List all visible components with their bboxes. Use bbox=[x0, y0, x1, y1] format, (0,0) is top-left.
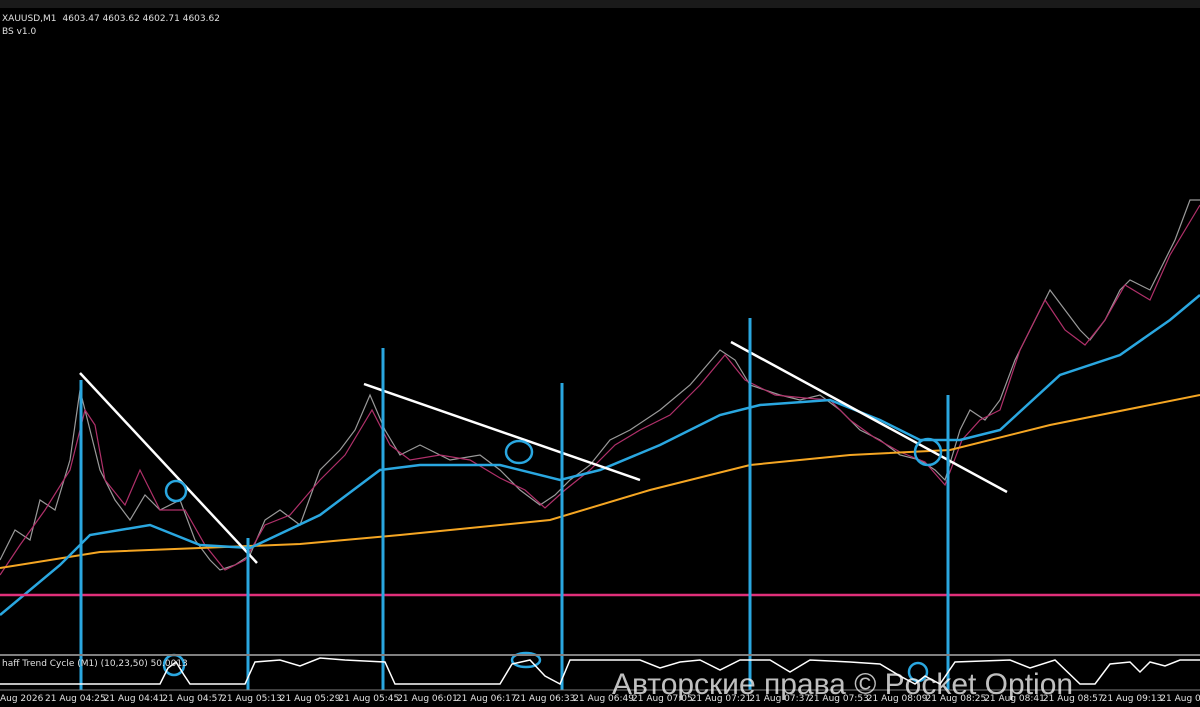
circle-marker bbox=[510, 651, 542, 669]
trend-lines bbox=[79, 340, 1008, 564]
symbol-label: XAUUSD,M1 4603.47 4603.62 4602.71 4603.62 bbox=[2, 14, 220, 24]
indicator-label: BS v1.0 bbox=[2, 27, 37, 37]
time-label: 21 Aug 06:33 bbox=[515, 694, 576, 704]
subwindow-label: haff Trend Cycle (M1) (10,23,50) 50.0013 bbox=[2, 659, 188, 669]
trend-line bbox=[363, 382, 641, 482]
ohlc: 4603.47 4603.62 4602.71 4603.62 bbox=[63, 14, 220, 24]
time-label: 21 Aug 04:25 bbox=[45, 694, 106, 704]
time-label: 21 Aug 05:29 bbox=[280, 694, 341, 704]
time-label: 21 Aug 04:41 bbox=[104, 694, 165, 704]
time-label: 21 Aug 06:01 bbox=[397, 694, 458, 704]
time-label: 21 Aug 08:57 bbox=[1043, 694, 1104, 704]
watermark: Авторские права © Pocket Option bbox=[612, 668, 1073, 701]
time-label: 21 Aug 09 bbox=[1160, 694, 1200, 704]
time-label: 21 Aug 07:05 bbox=[632, 694, 693, 704]
time-label: 21 Aug 05:13 bbox=[221, 694, 282, 704]
time-label: 21 Aug 07:21 bbox=[691, 694, 752, 704]
circle-marker bbox=[164, 479, 188, 503]
time-label: 21 Aug 06:49 bbox=[573, 694, 634, 704]
time-label: 21 Aug 05:45 bbox=[339, 694, 400, 704]
circle-marker bbox=[504, 439, 534, 465]
trend-line bbox=[79, 372, 258, 564]
time-label: 21 Aug 08:09 bbox=[867, 694, 928, 704]
time-label: 21 Aug 06:17 bbox=[456, 694, 517, 704]
mid-ma bbox=[0, 294, 1200, 616]
fast-ma bbox=[0, 204, 1200, 576]
trend-line bbox=[730, 340, 1008, 494]
time-label: 21 Aug 07:37 bbox=[749, 694, 810, 704]
symbol: XAUUSD,M1 bbox=[2, 14, 57, 24]
time-label: 21 Aug 04:57 bbox=[162, 694, 223, 704]
stc-curve bbox=[0, 657, 1200, 686]
time-label: 21 Aug 08:41 bbox=[984, 694, 1045, 704]
toolbar-strip bbox=[0, 0, 1200, 8]
circle-marker bbox=[913, 437, 943, 467]
time-label: 21 Aug 09:13 bbox=[1102, 694, 1163, 704]
time-label: 21 Aug 08:25 bbox=[926, 694, 987, 704]
time-label: Aug 2026 bbox=[0, 694, 44, 704]
time-label: 21 Aug 07:53 bbox=[808, 694, 869, 704]
vertical-lines bbox=[79, 318, 950, 690]
slow-ma bbox=[0, 394, 1200, 569]
